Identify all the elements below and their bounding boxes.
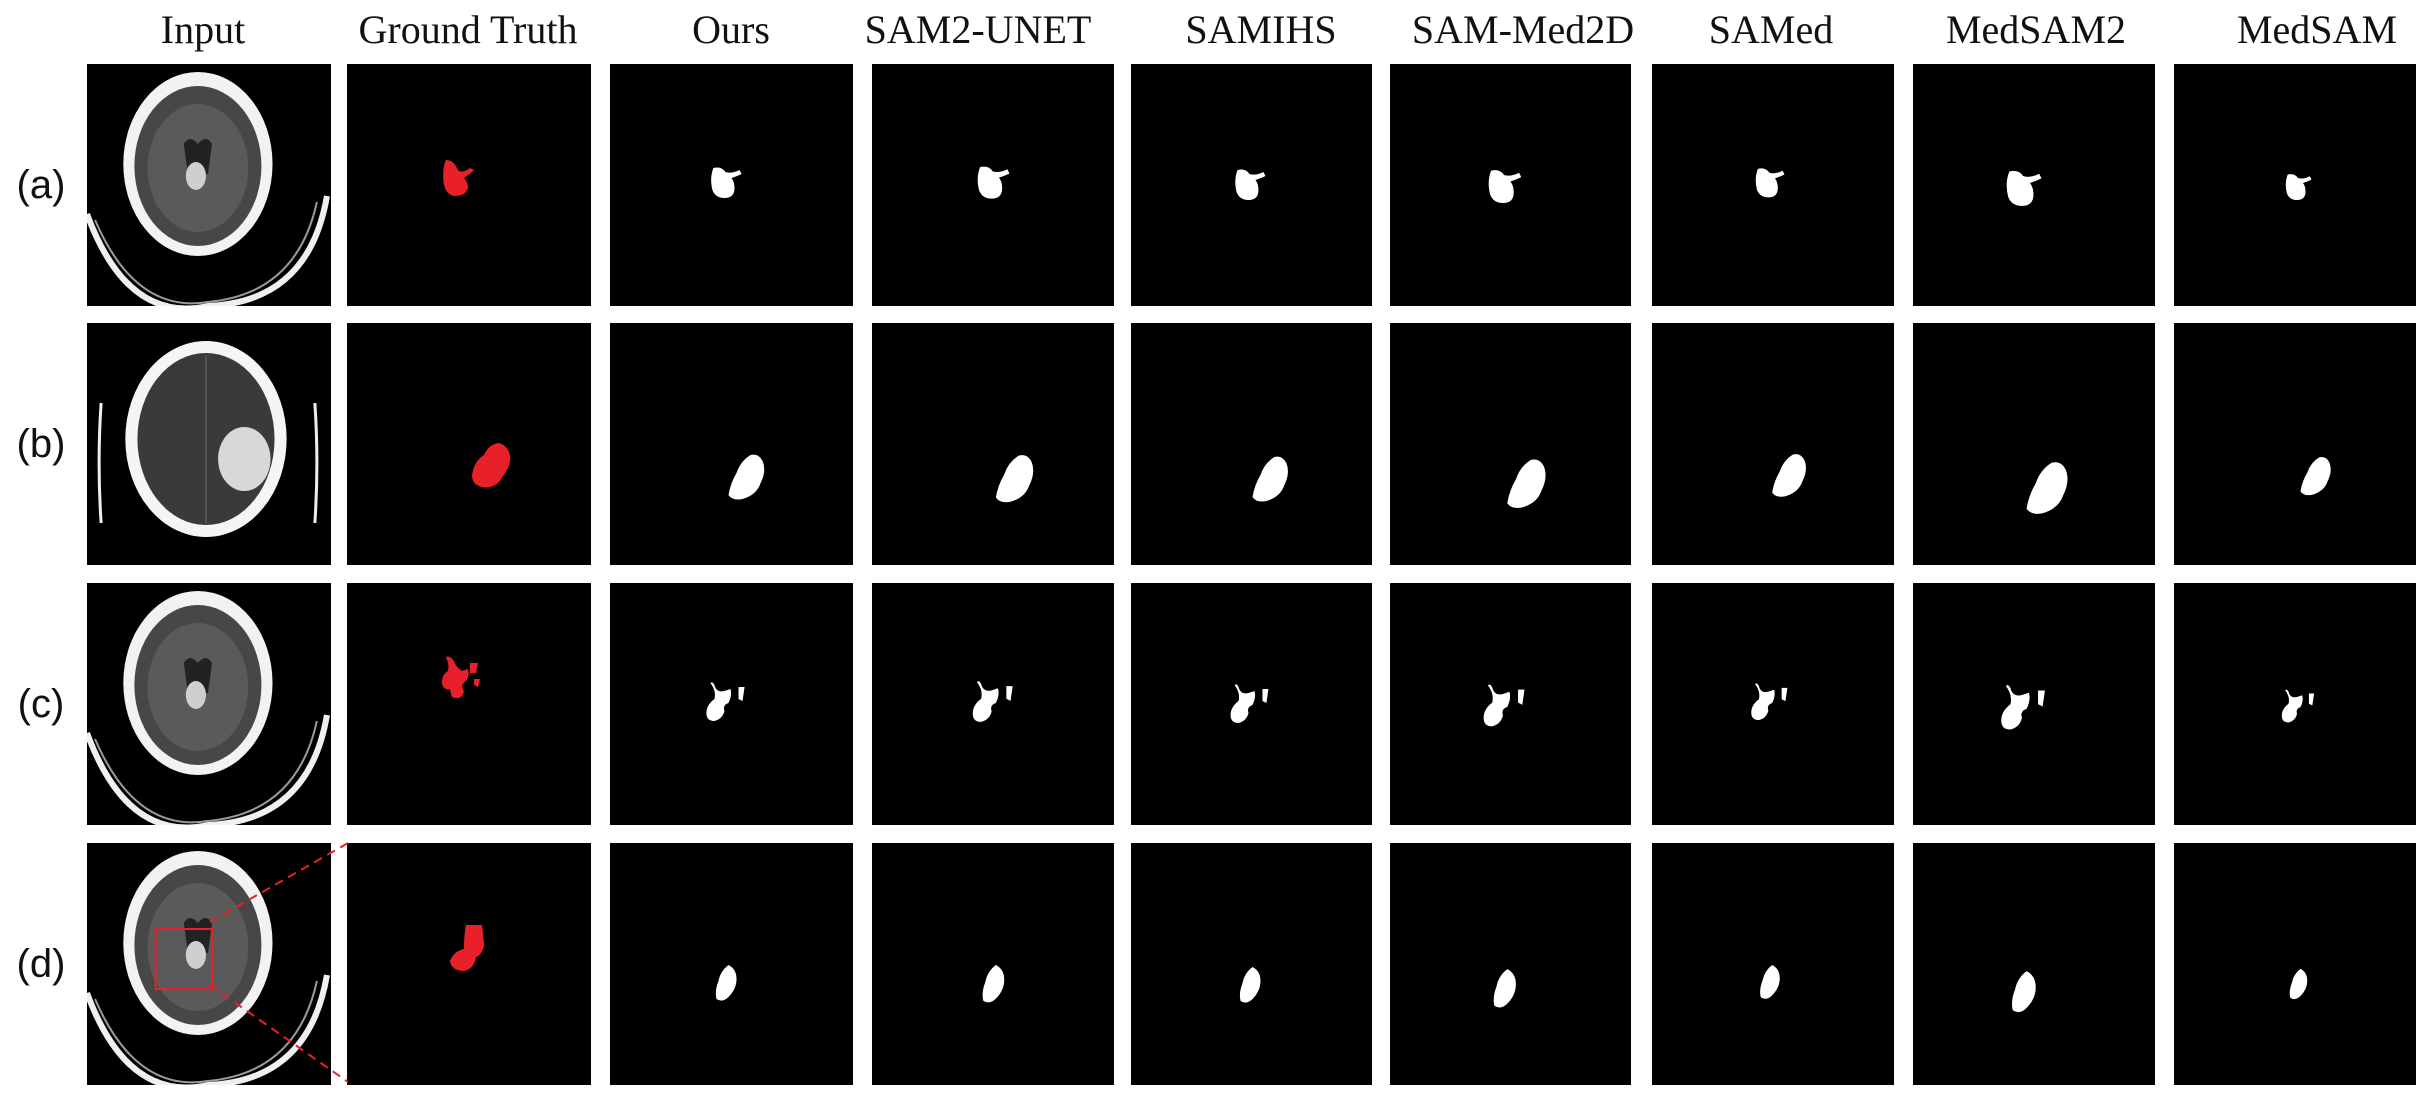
mask-image (1390, 583, 1631, 825)
mask-image (1390, 64, 1631, 306)
prediction-mask (1390, 323, 1631, 565)
mask-image (610, 583, 853, 825)
input-ct-image (87, 583, 331, 825)
column-header: SAM-Med2D (1411, 7, 1635, 52)
prediction-mask (872, 583, 1114, 825)
row-label: (b) (16, 422, 66, 466)
prediction-mask (2174, 843, 2416, 1085)
mask-image (1913, 323, 2155, 565)
prediction-mask (1131, 323, 1372, 565)
mask-image (1131, 843, 1372, 1085)
prediction-mask (1390, 843, 1631, 1085)
prediction-mask (872, 843, 1114, 1085)
prediction-mask (610, 583, 853, 825)
mask-image (872, 583, 1114, 825)
ct-image (87, 583, 331, 825)
prediction-mask (872, 64, 1114, 306)
mask-image (1131, 64, 1372, 306)
mask-image (347, 583, 591, 825)
mask-image (1913, 64, 2155, 306)
prediction-mask (2174, 323, 2416, 565)
mask-image (2174, 323, 2416, 565)
mask-image (1131, 323, 1372, 565)
input-ct-image (87, 64, 331, 306)
prediction-mask (1913, 843, 2155, 1085)
prediction-mask (610, 843, 853, 1085)
prediction-mask (1131, 583, 1372, 825)
prediction-mask (2174, 64, 2416, 306)
mask-image (1652, 64, 1894, 306)
mask-image (1913, 843, 2155, 1085)
mask-image (610, 323, 853, 565)
prediction-mask (1131, 843, 1372, 1085)
prediction-mask (1390, 583, 1631, 825)
prediction-mask (1913, 323, 2155, 565)
mask-image (1131, 583, 1372, 825)
column-header: SAMed (1708, 7, 1834, 52)
mask-image (2174, 583, 2416, 825)
column-header: MedSAM (2236, 7, 2398, 52)
column-header: Ours (692, 7, 770, 52)
ct-image (87, 64, 331, 306)
ct-image (87, 843, 331, 1085)
ground-truth-mask (347, 583, 591, 825)
mask-image (347, 843, 591, 1085)
prediction-mask (610, 323, 853, 565)
prediction-mask (1652, 583, 1894, 825)
input-ct-image (87, 323, 331, 565)
column-header: Ground Truth (358, 7, 578, 52)
mask-image (610, 843, 853, 1085)
prediction-mask (872, 323, 1114, 565)
mask-image (347, 323, 591, 565)
mask-image (1652, 583, 1894, 825)
mask-image (2174, 843, 2416, 1085)
ct-image (87, 323, 331, 565)
mask-image (872, 64, 1114, 306)
prediction-mask (1913, 64, 2155, 306)
prediction-mask (1131, 64, 1372, 306)
mask-image (1913, 583, 2155, 825)
prediction-mask (2174, 583, 2416, 825)
mask-image (2174, 64, 2416, 306)
column-header: MedSAM2 (1945, 7, 2127, 52)
column-header: SAM2-UNET (864, 7, 1092, 52)
column-header: SAMIHS (1185, 7, 1337, 52)
column-header: Input (160, 7, 246, 52)
prediction-mask (1913, 583, 2155, 825)
ground-truth-mask (347, 843, 591, 1085)
mask-image (872, 323, 1114, 565)
row-label: (d) (16, 942, 66, 986)
mask-image (1652, 323, 1894, 565)
mask-image (872, 843, 1114, 1085)
prediction-mask (610, 64, 853, 306)
prediction-mask (1390, 64, 1631, 306)
mask-image (1390, 323, 1631, 565)
input-ct-image (87, 843, 331, 1085)
row-label: (a) (16, 163, 66, 207)
ground-truth-mask (347, 323, 591, 565)
mask-image (1652, 843, 1894, 1085)
mask-image (347, 64, 591, 306)
row-label: (c) (17, 682, 65, 726)
ground-truth-mask (347, 64, 591, 306)
mask-image (610, 64, 853, 306)
prediction-mask (1652, 843, 1894, 1085)
mask-image (1390, 843, 1631, 1085)
prediction-mask (1652, 64, 1894, 306)
prediction-mask (1652, 323, 1894, 565)
